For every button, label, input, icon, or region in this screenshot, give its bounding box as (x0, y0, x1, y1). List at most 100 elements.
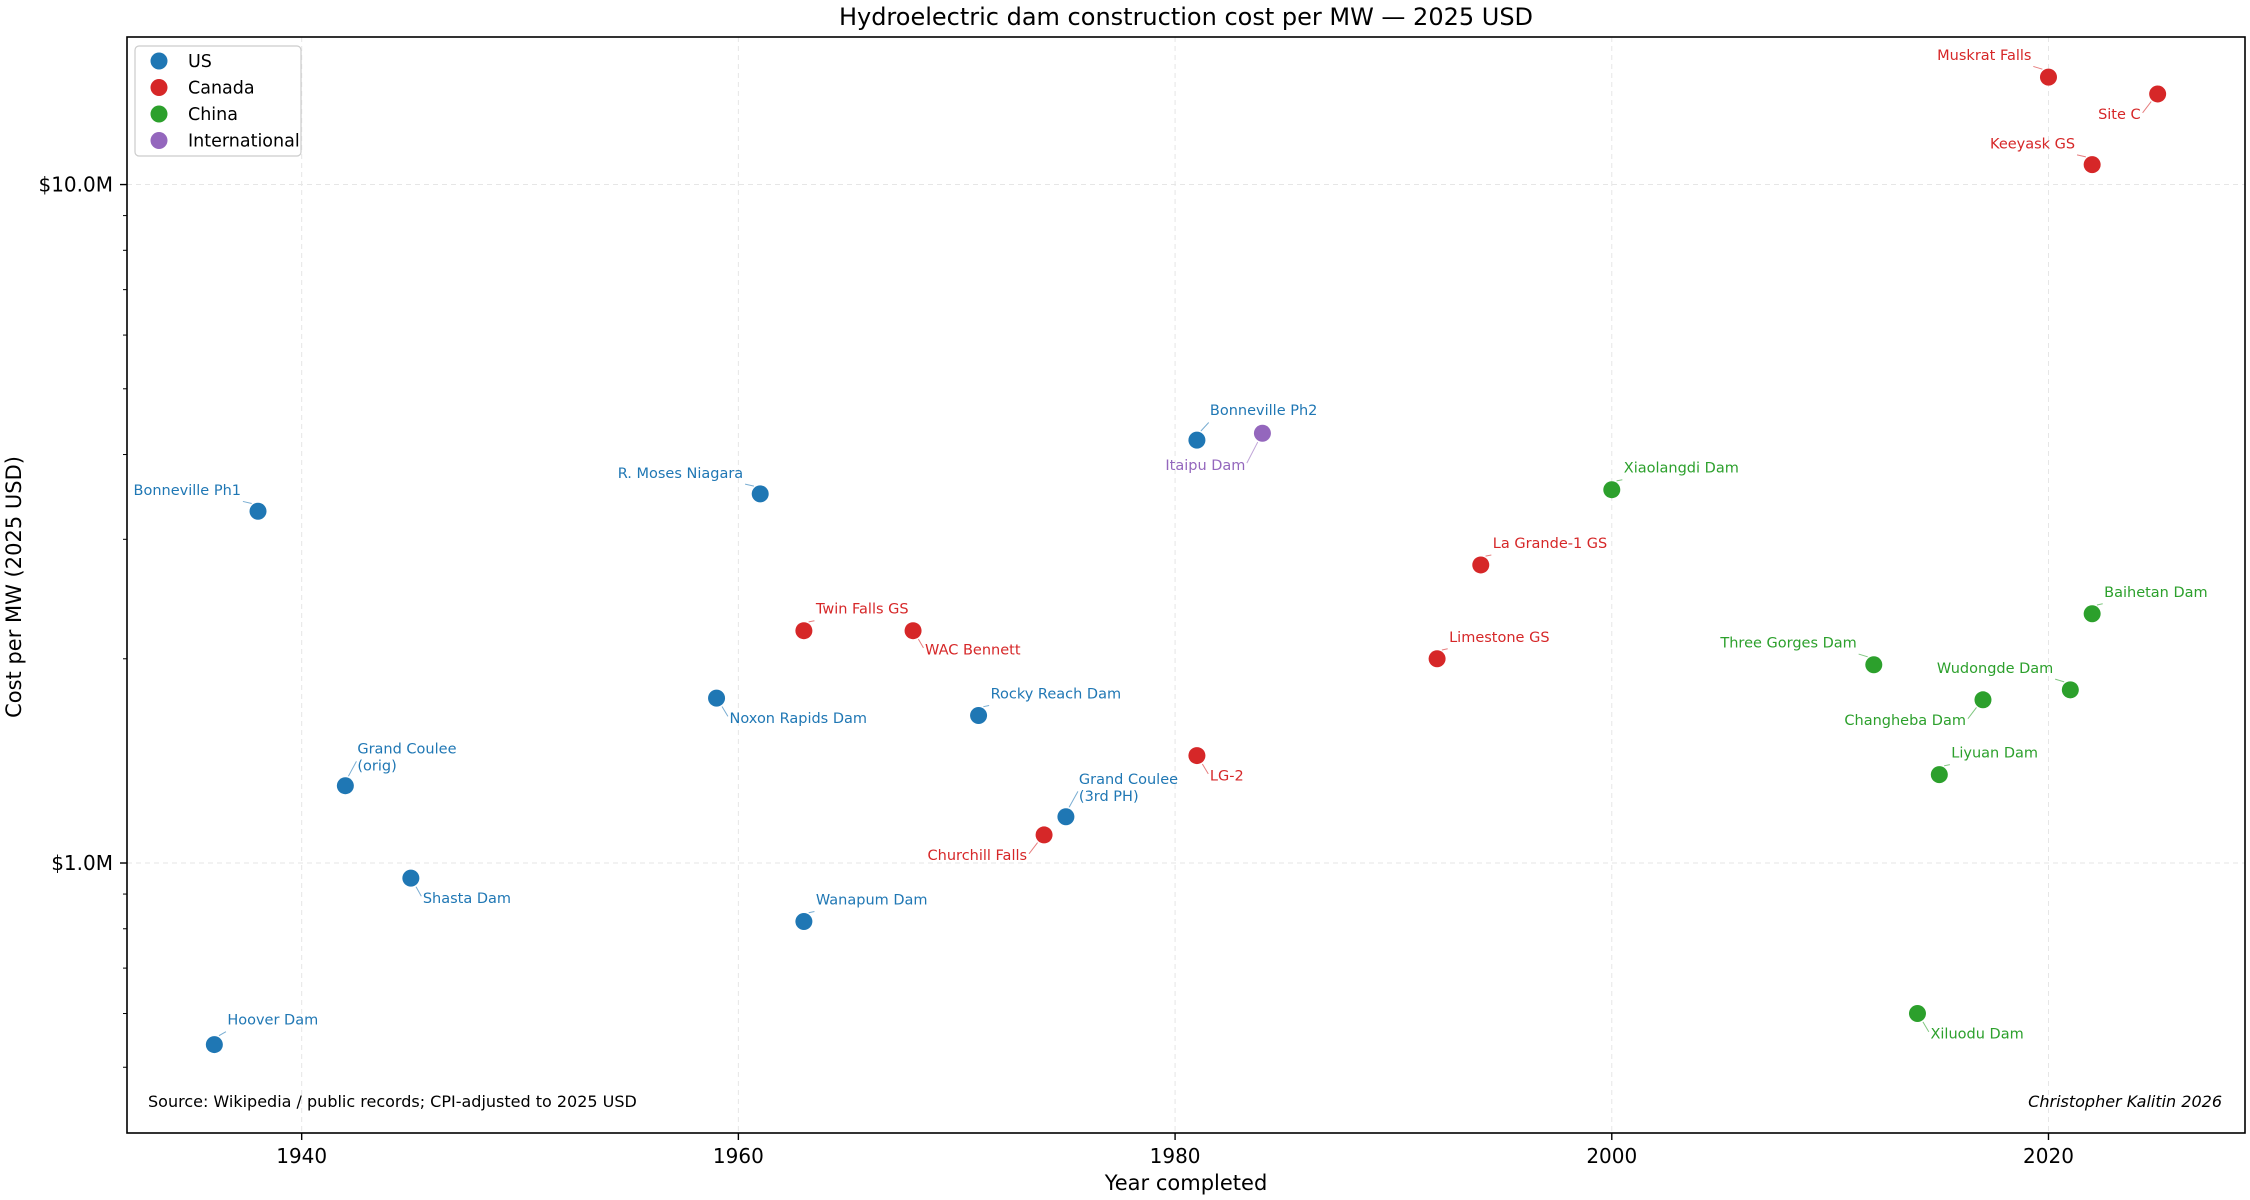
leader-line-churchill-falls (1028, 842, 1038, 855)
point-label-shasta-dam: Shasta Dam (423, 891, 511, 907)
leader-line-wanapum-dam (808, 911, 815, 914)
point-label-noxon-rapids-dam: Noxon Rapids Dam (730, 711, 868, 727)
x-tick-label: 1940 (276, 1144, 327, 1168)
point-label-churchill-falls: Churchill Falls (928, 848, 1028, 864)
x-tick-label: 1960 (713, 1144, 764, 1168)
legend-label-us: US (188, 52, 212, 72)
point-baihetan-dam (2083, 605, 2101, 623)
legend-marker-china (150, 105, 168, 123)
point-label-wac-bennett: WAC Bennett (925, 643, 1021, 659)
point-limestone-gs (1428, 650, 1446, 668)
point-itaipu-dam (1253, 424, 1271, 442)
point-label-wanapum-dam: Wanapum Dam (816, 892, 928, 908)
point-label-baihetan-dam: Baihetan Dam (2104, 585, 2208, 601)
point-churchill-falls (1035, 826, 1053, 844)
leader-line-liyuan-dam (1943, 764, 1950, 767)
point-xiaolangdi-dam (1603, 481, 1621, 499)
point-wudongde-dam (2061, 681, 2079, 699)
point-xiluodu-dam (1908, 1005, 1926, 1023)
plot-area-frame (126, 36, 2246, 1134)
point-twin-falls-gs (795, 622, 813, 640)
leader-line-shasta-dam (415, 886, 422, 897)
leader-line-hoover-dam (218, 1031, 227, 1037)
point-bonneville-ph1 (249, 502, 267, 520)
leader-line-baihetan-dam (2096, 603, 2103, 606)
point-rocky-reach-dam (970, 706, 988, 724)
leader-line-rocky-reach-dam (983, 704, 990, 708)
leader-line-la-grande-1-gs (1485, 554, 1492, 557)
leader-line-bonneville-ph1 (242, 500, 252, 504)
x-tick-label: 1980 (1150, 1144, 1201, 1168)
point-label-bonneville-ph2: Bonneville Ph2 (1210, 403, 1317, 419)
leader-line-limestone-gs (1441, 648, 1448, 651)
leader-line-grand-coulee-orig (347, 761, 357, 777)
legend-label-canada: Canada (188, 79, 255, 99)
point-labels: Hoover Dam Bonneville Ph1 Grand Coulee (ori… (134, 48, 2208, 1042)
leader-line-grand-coulee-3rd-ph (1068, 791, 1079, 808)
y-tick-label: $1.0M (51, 851, 113, 875)
source-note: Source: Wikipedia / public records; CPI-… (148, 1092, 637, 1111)
point-grand-coulee-3rd-ph (1057, 808, 1075, 826)
point-label-site-c: Site C (2098, 107, 2141, 123)
x-tick-label: 2020 (2023, 1144, 2074, 1168)
point-label-limestone-gs: Limestone GS (1449, 630, 1549, 646)
point-r-moses-niagara (751, 485, 769, 503)
point-label-bonneville-ph1: Bonneville Ph1 (134, 483, 241, 499)
point-label-three-gorges-dam: Three Gorges Dam (1719, 636, 1856, 652)
leader-line-muskrat-falls (2033, 65, 2043, 70)
chart-title: Hydroelectric dam construction cost per … (839, 3, 1533, 31)
point-label-grand-coulee-orig: Grand Coulee (orig) (357, 742, 456, 775)
y-axis-label: Cost per MW (2025 USD) (2, 456, 26, 718)
point-site-c (2149, 85, 2167, 103)
point-hoover-dam (205, 1036, 223, 1054)
point-label-grand-coulee-3rd-ph: Grand Coulee (3rd PH) (1079, 772, 1178, 805)
point-label-itaipu-dam: Itaipu Dam (1165, 458, 1245, 474)
leader-line-xiluodu-dam (1922, 1021, 1930, 1033)
legend-marker-us (150, 52, 168, 70)
leader-line-lg-2 (1201, 763, 1209, 775)
point-liyuan-dam (1930, 766, 1948, 784)
point-label-la-grande-1-gs: La Grande-1 GS (1493, 536, 1607, 552)
leader-line-xiaolangdi-dam (1616, 479, 1623, 482)
point-label-xiluodu-dam: Xiluodu Dam (1930, 1027, 2023, 1043)
point-label-twin-falls-gs: Twin Falls GS (815, 602, 909, 618)
point-lg-2 (1188, 747, 1206, 765)
point-label-hoover-dam: Hoover Dam (227, 1013, 318, 1029)
point-label-xiaolangdi-dam: Xiaolangdi Dam (1624, 461, 1739, 477)
credit-note: Christopher Kalitin 2026 (2028, 1092, 2222, 1111)
leader-line-three-gorges-dam (1858, 653, 1868, 658)
leader-line-site-c (2142, 101, 2152, 114)
leader-line-noxon-rapids-dam (721, 706, 729, 717)
legend-marker-international (150, 132, 168, 149)
grid-lines (127, 37, 2245, 1133)
point-label-keeyask-gs: Keeyask GS (1990, 137, 2075, 153)
point-label-muskrat-falls: Muskrat Falls (1937, 48, 2031, 64)
point-label-r-moses-niagara: R. Moses Niagara (618, 466, 744, 482)
legend: US Canada China International (134, 45, 302, 157)
legend-box (134, 45, 302, 157)
legend-marker-canada (150, 79, 168, 96)
point-label-changheba-dam: Changheba Dam (1844, 713, 1966, 729)
point-la-grande-1-gs (1472, 556, 1490, 574)
point-wanapum-dam (795, 912, 813, 930)
point-muskrat-falls (2039, 68, 2057, 86)
point-label-lg-2: LG-2 (1210, 769, 1244, 785)
point-keeyask-gs (2083, 156, 2101, 174)
leader-line-changheba-dam (1967, 707, 1977, 720)
leader-line-wac-bennett (917, 638, 924, 649)
point-grand-coulee-orig (336, 777, 354, 795)
leader-line-itaipu-dam (1246, 441, 1259, 464)
point-three-gorges-dam (1865, 656, 1883, 674)
point-label-rocky-reach-dam: Rocky Reach Dam (991, 686, 1122, 702)
point-changheba-dam (1974, 691, 1992, 709)
point-bonneville-ph2 (1188, 431, 1206, 449)
leader-line-wudongde-dam (2055, 678, 2065, 683)
label-leader-lines (218, 65, 2152, 1037)
point-label-liyuan-dam: Liyuan Dam (1951, 746, 2038, 762)
point-label-wudongde-dam: Wudongde Dam (1937, 661, 2053, 677)
data-points (205, 68, 2167, 1054)
point-shasta-dam (402, 869, 420, 887)
point-noxon-rapids-dam (708, 689, 726, 707)
x-tick-label: 2000 (1586, 1144, 1637, 1168)
